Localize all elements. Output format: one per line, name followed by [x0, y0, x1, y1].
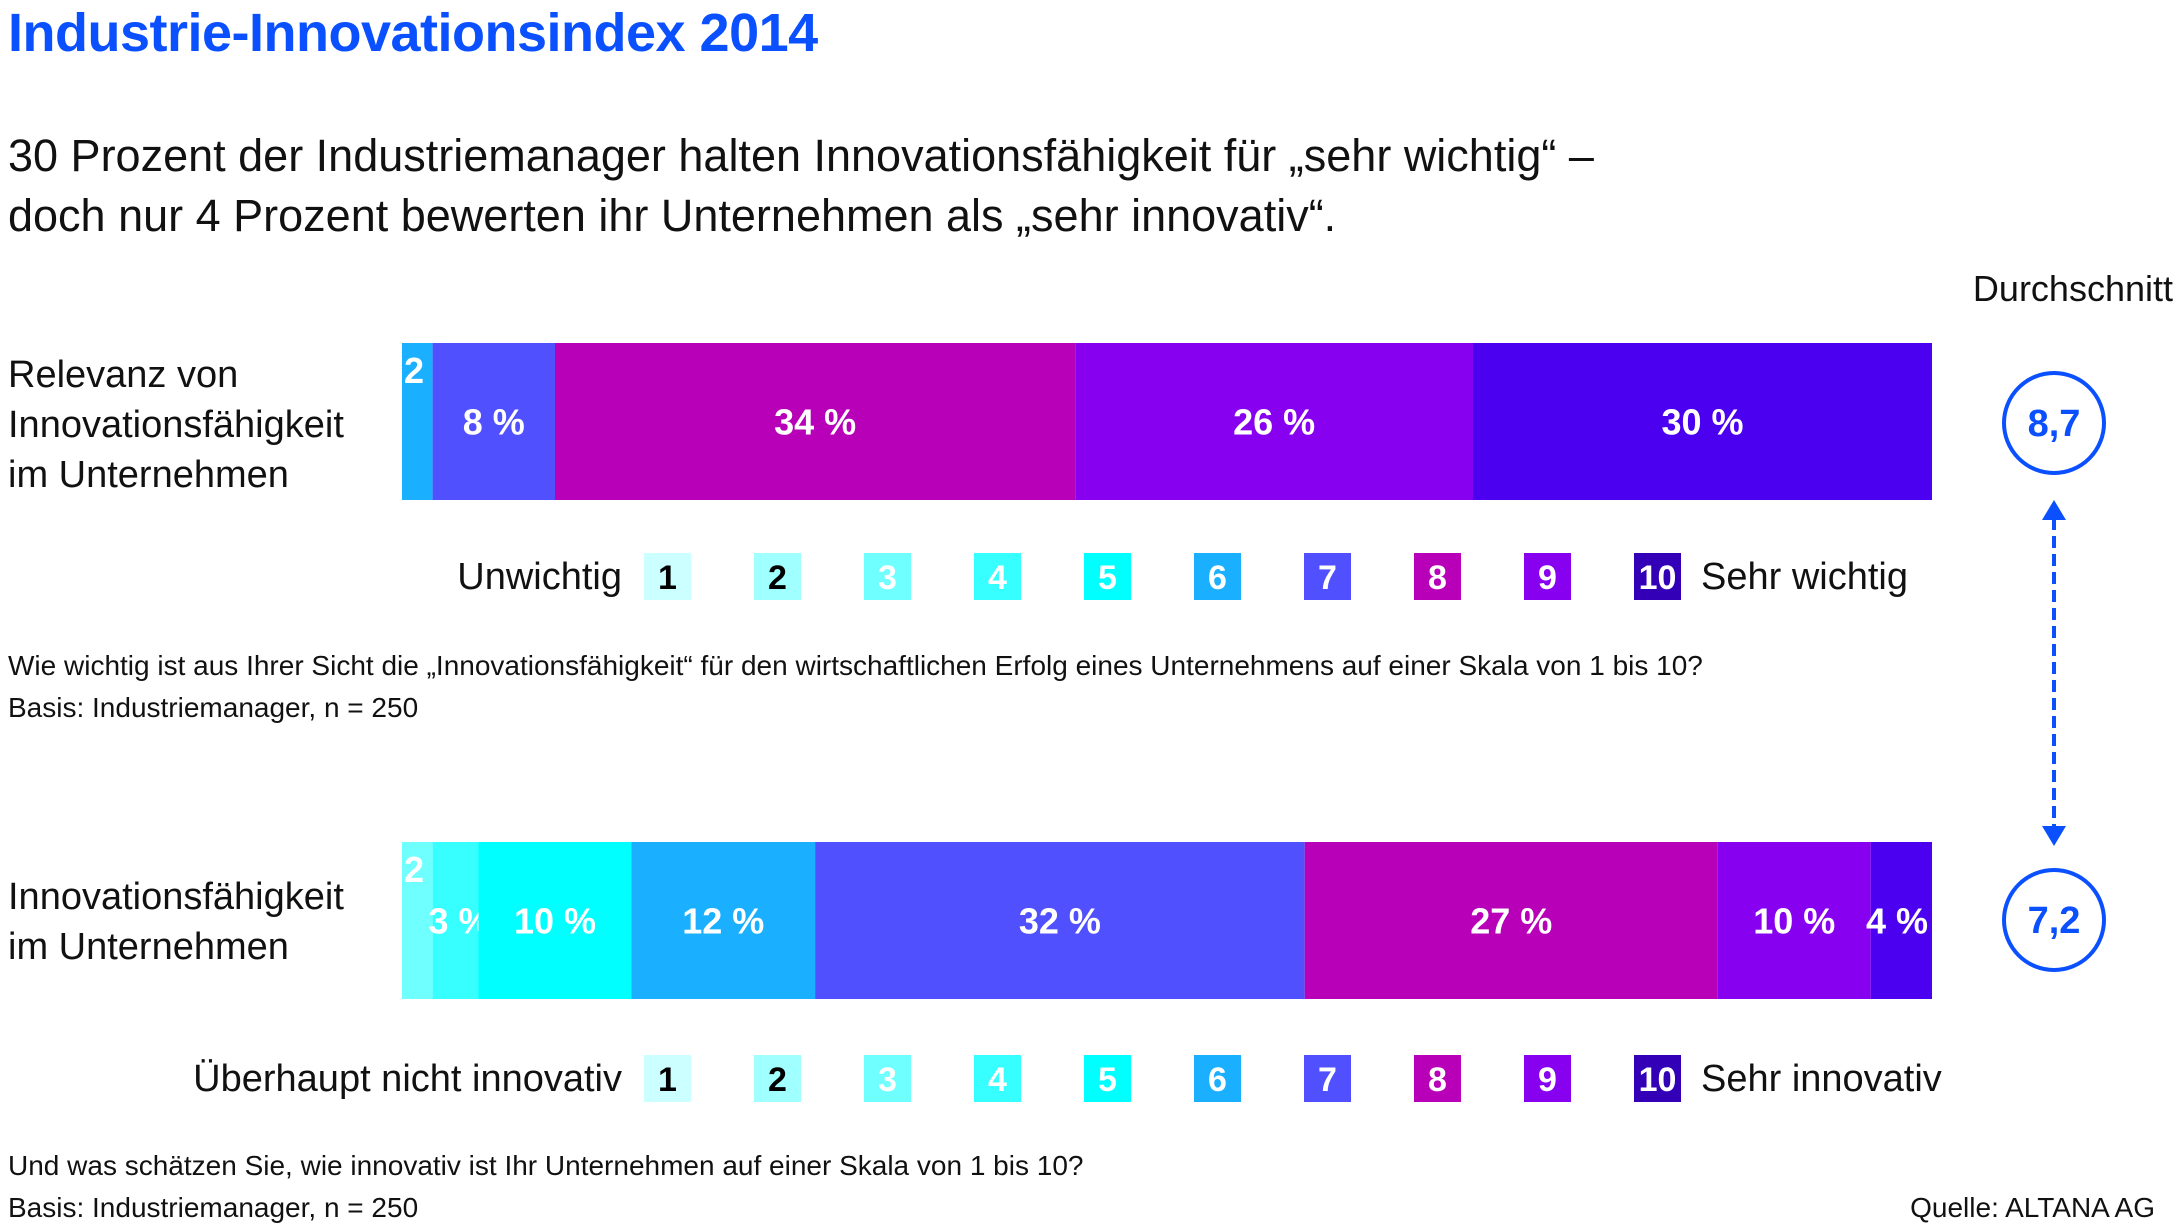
- average-circle-innovation: [2002, 868, 2106, 972]
- question-innovation: Und was schätzen Sie, wie innovativ ist …: [8, 1150, 1084, 1181]
- arrow-up-icon: [2042, 500, 2066, 520]
- legend-swatch-7: [1304, 1055, 1351, 1102]
- segment-label-8: 34 %: [774, 402, 856, 443]
- legend-swatch-3: [864, 1055, 911, 1102]
- legend-number-8: 8: [1428, 559, 1447, 597]
- legend-number-3: 3: [878, 1061, 897, 1099]
- average-circle-relevance: [2002, 371, 2106, 475]
- segment-label-6: 12 %: [682, 901, 764, 942]
- legend-swatch-7: [1304, 553, 1351, 600]
- bar-segment-8: [1304, 842, 1718, 999]
- legend-number-8: 8: [1428, 1061, 1447, 1099]
- legend-swatch-5: [1084, 1055, 1131, 1102]
- legend-number-5: 5: [1098, 1061, 1117, 1099]
- segment-label-8: 27 %: [1470, 901, 1552, 942]
- segment-label-10: 30 %: [1661, 402, 1743, 443]
- average-header: Durchschnitt: [1972, 268, 2173, 309]
- legend-number-7: 7: [1318, 1061, 1337, 1099]
- subtitle-line-2: doch nur 4 Prozent bewerten ihr Unterneh…: [8, 190, 1337, 241]
- legend-swatch-1: [644, 553, 691, 600]
- bar-segment-9: [1717, 842, 1871, 999]
- legend-number-9: 9: [1538, 559, 1557, 597]
- bar-segment-4: [432, 842, 479, 999]
- bar-segment-6: [631, 842, 816, 999]
- legend-swatch-4: [974, 1055, 1021, 1102]
- segment-label-9: 26 %: [1233, 402, 1315, 443]
- basis-innovation: Basis: Industriemanager, n = 250: [8, 1192, 419, 1223]
- bar-segment-10: [1473, 343, 1932, 500]
- legend-swatch-10: [1634, 1055, 1681, 1102]
- legend-swatch-5: [1084, 553, 1131, 600]
- legend-swatch-9: [1524, 553, 1571, 600]
- segment-label-10: 4 %: [1866, 901, 1928, 942]
- bar-segment-8: [555, 343, 1076, 500]
- row-label-line: im Unternehmen: [8, 926, 289, 968]
- segment-label-7: 32 %: [1019, 901, 1101, 942]
- scale-low-label: Unwichtig: [457, 556, 622, 598]
- legend-number-10: 10: [1639, 1061, 1677, 1099]
- bar-segment-6: [402, 343, 433, 500]
- question-relevance: Wie wichtig ist aus Ihrer Sicht die „Inn…: [8, 650, 1703, 681]
- legend-number-6: 6: [1208, 1061, 1227, 1099]
- legend-number-1: 1: [658, 559, 677, 597]
- legend-swatch-8: [1414, 553, 1461, 600]
- legend-swatch-8: [1414, 1055, 1461, 1102]
- legend-swatch-2: [754, 1055, 801, 1102]
- row-label-relevance: Relevanz von Innovationsfähigkeit im Unt…: [8, 350, 344, 500]
- row-label-line: Relevanz von: [8, 354, 239, 396]
- segment-label-5: 10 %: [514, 901, 596, 942]
- legend-number-5: 5: [1098, 559, 1117, 597]
- bar-segment-7: [432, 343, 555, 500]
- row-label-line: Innovationsfähigkeit: [8, 876, 344, 918]
- source-credit: Quelle: ALTANA AG: [1910, 1192, 2155, 1223]
- bar-segment-7: [815, 842, 1305, 999]
- average-value-innovation: 7,2: [2028, 900, 2081, 942]
- legend-swatch-3: [864, 553, 911, 600]
- subtitle-line-1: 30 Prozent der Industriemanager halten I…: [8, 130, 1594, 181]
- legend-number-6: 6: [1208, 559, 1227, 597]
- basis-relevance: Basis: Industriemanager, n = 250: [8, 692, 419, 723]
- bar-innovation: 2 %3 %10 %12 %32 %27 %10 %4 %: [402, 842, 1932, 999]
- bar-segment-9: [1075, 343, 1473, 500]
- legend-number-4: 4: [988, 559, 1007, 597]
- arrow-down-icon: [2042, 826, 2066, 846]
- legend-number-3: 3: [878, 559, 897, 597]
- legend-scale-relevance: Unwichtig 1 2 3 4 5 6 7 8 9 10 Sehr wichtig: [457, 553, 1908, 600]
- bar-segment-5: [478, 842, 632, 999]
- legend-number-7: 7: [1318, 559, 1337, 597]
- row-label-line: im Unternehmen: [8, 454, 289, 496]
- scale-low-label: Überhaupt nicht innovativ: [193, 1058, 622, 1100]
- row-label-line: Innovationsfähigkeit: [8, 404, 344, 446]
- legend-number-2: 2: [768, 1061, 787, 1099]
- scale-high-label: Sehr wichtig: [1701, 556, 1908, 598]
- legend-number-1: 1: [658, 1061, 677, 1099]
- bar-relevance: 2 %8 %34 %26 %30 %: [402, 343, 1932, 500]
- chart-title: Industrie-Innovationsindex 2014: [8, 3, 818, 63]
- average-value-relevance: 8,7: [2028, 403, 2081, 445]
- legend-number-2: 2: [768, 559, 787, 597]
- scale-high-label: Sehr innovativ: [1701, 1058, 1942, 1100]
- segment-label-7: 8 %: [463, 402, 525, 443]
- legend-number-10: 10: [1639, 559, 1677, 597]
- legend-number-4: 4: [988, 1061, 1007, 1099]
- legend-swatch-9: [1524, 1055, 1571, 1102]
- bar-segment-10: [1870, 842, 1932, 999]
- row-label-innovation: Innovationsfähigkeit im Unternehmen: [8, 872, 344, 972]
- legend-swatch-6: [1194, 1055, 1241, 1102]
- segment-label-9: 10 %: [1753, 901, 1835, 942]
- legend-number-9: 9: [1538, 1061, 1557, 1099]
- legend-swatch-4: [974, 553, 1021, 600]
- average-comparison: 8,7 7,2: [2002, 371, 2106, 972]
- legend-swatch-1: [644, 1055, 691, 1102]
- legend-swatch-6: [1194, 553, 1241, 600]
- bar-segment-3: [402, 842, 433, 999]
- legend-scale-innovation: Überhaupt nicht innovativ 1 2 3 4 5 6 7 8 9 10 Sehr…: [193, 1055, 1942, 1102]
- legend-swatch-2: [754, 553, 801, 600]
- legend-swatch-10: [1634, 553, 1681, 600]
